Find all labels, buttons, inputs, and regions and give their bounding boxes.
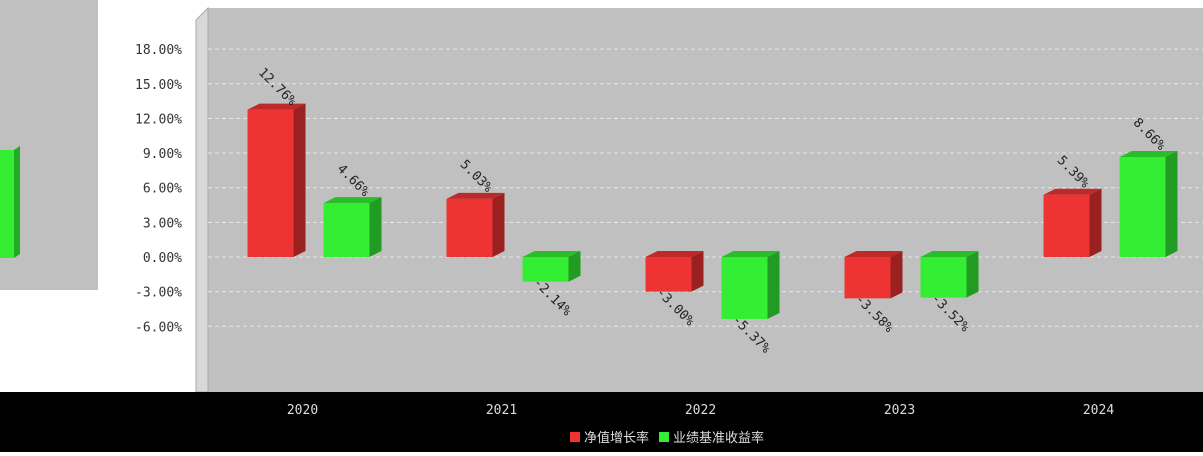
- bar-front: [247, 109, 294, 257]
- bar-front: [844, 257, 891, 299]
- bar-top: [844, 251, 903, 257]
- legend-swatch: [570, 432, 580, 442]
- bar-top: [1119, 150, 1178, 157]
- bar-front: [1119, 156, 1166, 257]
- bar-front: [645, 257, 692, 292]
- legend: 净值增长率 业绩基准收益率: [570, 430, 764, 446]
- y-tick-label: 0.00%: [143, 251, 182, 266]
- bar: [844, 251, 903, 299]
- y-tick-label: 6.00%: [143, 182, 182, 197]
- bar-top: [247, 103, 306, 110]
- bar: [522, 251, 581, 282]
- bar-front: [446, 198, 493, 257]
- y-axis: 18.00% 15.00% 12.00% 9.00% 6.00% 3.00% 0.00% -3…: [135, 43, 182, 335]
- bar-top: [1043, 188, 1102, 195]
- x-axis: 2020 2021 2022 2023 2024: [287, 403, 1114, 418]
- y-tick-label: -6.00%: [135, 320, 182, 335]
- bar: [920, 251, 979, 298]
- bar: [446, 192, 505, 257]
- bar-front: [920, 257, 967, 298]
- bar-side: [568, 251, 581, 282]
- y-tick-label: 12.00%: [135, 112, 182, 127]
- bar-front: [721, 257, 768, 320]
- bar-side: [691, 251, 704, 292]
- x-tick-label: 2022: [685, 403, 716, 418]
- bar: [247, 103, 306, 257]
- bar-side: [293, 103, 306, 257]
- x-tick-label: 2024: [1083, 403, 1114, 418]
- bar-top: [323, 197, 382, 204]
- bar: [721, 251, 780, 320]
- bar: [1119, 150, 1178, 257]
- bar-top: [721, 251, 780, 257]
- bar-side: [966, 251, 979, 298]
- bar-side: [492, 192, 505, 257]
- bar-side: [1089, 188, 1102, 257]
- y-tick-label: 3.00%: [143, 216, 182, 231]
- y-tick-label: 15.00%: [135, 78, 182, 93]
- bar-front: [323, 203, 370, 257]
- previous-panel-bar: [0, 146, 20, 258]
- bar-top: [446, 192, 505, 199]
- bar-side: [1165, 150, 1178, 257]
- bar-front: [1043, 194, 1090, 257]
- bar-side: [890, 251, 903, 299]
- x-axis-band: [0, 392, 1203, 452]
- legend-swatch: [659, 432, 669, 442]
- x-tick-label: 2023: [884, 403, 915, 418]
- bar: [323, 197, 382, 257]
- bar-side: [767, 251, 780, 320]
- bars: [247, 103, 1178, 320]
- bar-front: [522, 257, 569, 282]
- plot-side-wall: [195, 6, 209, 393]
- bar-top: [920, 251, 979, 257]
- legend-label: 业绩基准收益率: [673, 430, 764, 446]
- y-tick-label: 9.00%: [143, 147, 182, 162]
- bar: [1043, 188, 1102, 257]
- y-tick-label: -3.00%: [135, 286, 182, 301]
- y-tick-label: 18.00%: [135, 43, 182, 58]
- bar-side: [369, 197, 382, 257]
- bar-top: [522, 251, 581, 257]
- legend-label: 净值增长率: [584, 430, 649, 446]
- x-tick-label: 2020: [287, 403, 318, 418]
- gridlines: [208, 48, 1203, 327]
- x-tick-label: 2021: [486, 403, 517, 418]
- bar-top: [645, 251, 704, 257]
- bar: [645, 251, 704, 292]
